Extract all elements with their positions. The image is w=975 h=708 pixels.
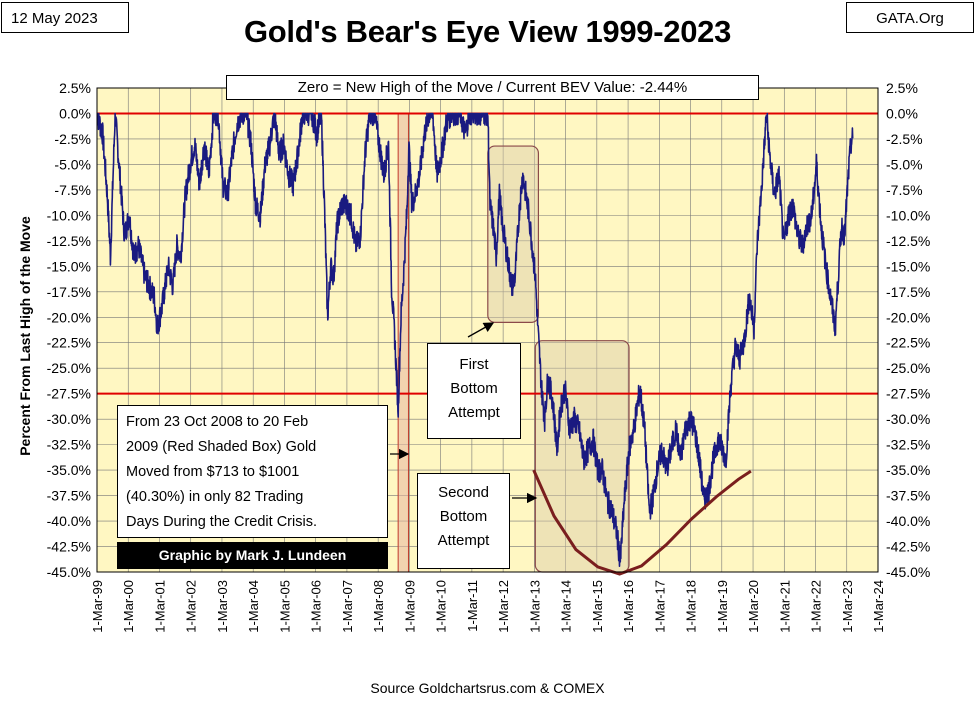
y-axis-right: 2.5% 0.0% -2.5% -5.0% -7.5% -10.0% -12.5% -15.0…: [886, 80, 930, 580]
y-tick-label-right: -35.0%: [886, 462, 930, 478]
x-tick-label: 1-Mar-18: [684, 580, 699, 633]
y-tick-label-right: -12.5%: [886, 233, 930, 249]
x-tick-label: 1-Mar-20: [746, 580, 761, 633]
y-tick-label-left: -27.5%: [47, 386, 91, 402]
x-tick-label: 1-Mar-99: [90, 580, 105, 633]
first-bottom-callout: First Bottom Attempt: [427, 343, 521, 439]
x-tick-label: 1-Mar-02: [184, 580, 199, 633]
y-tick-label-right: -5.0%: [886, 156, 923, 172]
author-credit: Graphic by Mark J. Lundeen: [117, 542, 388, 569]
y-axis-left: 2.5% 0.0% -2.5% -5.0% -7.5% -10.0% -12.5% -15.0…: [47, 80, 91, 580]
x-tick-label: 1-Mar-16: [621, 580, 636, 633]
y-tick-label-right: -2.5%: [886, 131, 923, 147]
y-tick-label-left: -25.0%: [47, 360, 91, 376]
x-axis: 1-Mar-99 1-Mar-00 1-Mar-01 1-Mar-02 1-Mar-03…: [90, 580, 886, 633]
y-tick-label-right: 0.0%: [886, 105, 918, 121]
x-tick-label: 1-Mar-05: [277, 580, 292, 633]
note-line-2: 2009 (Red Shaded Box) Gold: [126, 439, 317, 455]
trend-curve-layer: [532, 469, 752, 576]
note-line-4: (40.30%) in only 82 Trading: [126, 489, 304, 505]
chart-title: Gold's Bear's Eye View 1999-2023: [243, 14, 732, 49]
y-tick-label-left: -10.0%: [47, 207, 91, 223]
y-tick-label-left: -12.5%: [47, 233, 91, 249]
x-tick-label: 1-Mar-12: [496, 580, 511, 633]
x-tick-label: 1-Mar-03: [215, 580, 230, 633]
x-tick-label: 1-Mar-15: [590, 580, 605, 633]
second-bottom-callout: Second Bottom Attempt: [417, 473, 510, 569]
y-tick-label-left: -37.5%: [47, 488, 91, 504]
y-tick-label-right: -32.5%: [886, 437, 930, 453]
y-tick-label-left: -40.0%: [47, 513, 91, 529]
y-tick-label-right: -15.0%: [886, 258, 930, 274]
source-note: Source Goldchartsrus.com & COMEX: [370, 680, 605, 696]
first-bottom-line-3: Attempt: [448, 404, 500, 421]
gold-bev-series-line: [96, 112, 854, 567]
x-tick-label: 1-Mar-24: [871, 580, 886, 633]
credit-crisis-note: From 23 Oct 2008 to 20 Feb 2009 (Red Sha…: [117, 405, 388, 538]
y-tick-label-right: -42.5%: [886, 539, 930, 555]
x-tick-label: 1-Mar-19: [715, 580, 730, 633]
y-tick-label-right: -40.0%: [886, 513, 930, 529]
y-tick-label-right: -10.0%: [886, 207, 930, 223]
x-tick-label: 1-Mar-01: [152, 580, 167, 633]
y-tick-label-right: -7.5%: [886, 182, 923, 198]
y-tick-label-left: -7.5%: [54, 182, 91, 198]
x-tick-label: 1-Mar-11: [465, 580, 480, 632]
x-tick-label: 1-Mar-21: [777, 580, 792, 633]
y-tick-label-left: -35.0%: [47, 462, 91, 478]
first-bottom-arrow: [467, 322, 495, 338]
y-tick-label-left: -2.5%: [54, 131, 91, 147]
x-tick-label: 1-Mar-14: [559, 580, 574, 633]
second-bottom-line-1: Second: [438, 484, 489, 501]
y-tick-label-right: -30.0%: [886, 411, 930, 427]
y-tick-label-right: -37.5%: [886, 488, 930, 504]
x-tick-label: 1-Mar-09: [402, 580, 417, 633]
y-tick-label-right: -20.0%: [886, 309, 930, 325]
brand-label: GATA.Org: [846, 2, 974, 33]
y-tick-label-left: 0.0%: [59, 105, 91, 121]
y-tick-label-left: -45.0%: [47, 564, 91, 580]
second-bottom-line-2: Bottom: [439, 508, 488, 525]
x-tick-label: 1-Mar-08: [371, 580, 386, 633]
x-tick-label: 1-Mar-04: [246, 580, 261, 633]
y-axis-label: Percent From Last High of the Move: [17, 216, 33, 456]
note-line-1: From 23 Oct 2008 to 20 Feb: [126, 414, 309, 430]
y-tick-label-left: -30.0%: [47, 411, 91, 427]
y-tick-label-left: -42.5%: [47, 539, 91, 555]
y-tick-label-left: -20.0%: [47, 309, 91, 325]
y-tick-label-right: -25.0%: [886, 360, 930, 376]
y-tick-label-left: -32.5%: [47, 437, 91, 453]
y-tick-label-right: -45.0%: [886, 564, 930, 580]
x-tick-label: 1-Mar-17: [652, 580, 667, 633]
first-bottom-line-2: Bottom: [450, 380, 498, 397]
x-tick-label: 1-Mar-06: [309, 580, 324, 633]
bottom-trend-curve: [532, 469, 752, 576]
y-tick-label-left: -17.5%: [47, 284, 91, 300]
x-tick-label: 1-Mar-07: [340, 580, 355, 633]
bev-value-banner: Zero = New High of the Move / Current BE…: [226, 75, 759, 100]
y-tick-label-right: -22.5%: [886, 335, 930, 351]
x-tick-label: 1-Mar-10: [434, 580, 449, 633]
y-tick-label-right: -17.5%: [886, 284, 930, 300]
y-tick-label-left: 2.5%: [59, 80, 91, 96]
x-tick-label: 1-Mar-00: [121, 580, 136, 633]
first-bottom-line-1: First: [459, 356, 489, 373]
y-tick-label-right: -27.5%: [886, 386, 930, 402]
x-tick-label: 1-Mar-13: [527, 580, 542, 633]
x-tick-label: 1-Mar-22: [809, 580, 824, 633]
note-line-3: Moved from $713 to $1001: [126, 464, 300, 480]
y-tick-label-right: 2.5%: [886, 80, 918, 96]
second-bottom-line-3: Attempt: [437, 532, 490, 549]
y-tick-label-left: -5.0%: [54, 156, 91, 172]
y-tick-label-left: -22.5%: [47, 335, 91, 351]
series-layer: [96, 112, 854, 567]
note-line-5: Days During the Credit Crisis.: [126, 514, 317, 530]
y-tick-label-left: -15.0%: [47, 258, 91, 274]
x-tick-label: 1-Mar-23: [840, 580, 855, 633]
annotation-arrows: [390, 322, 538, 504]
date-label: 12 May 2023: [1, 2, 129, 33]
